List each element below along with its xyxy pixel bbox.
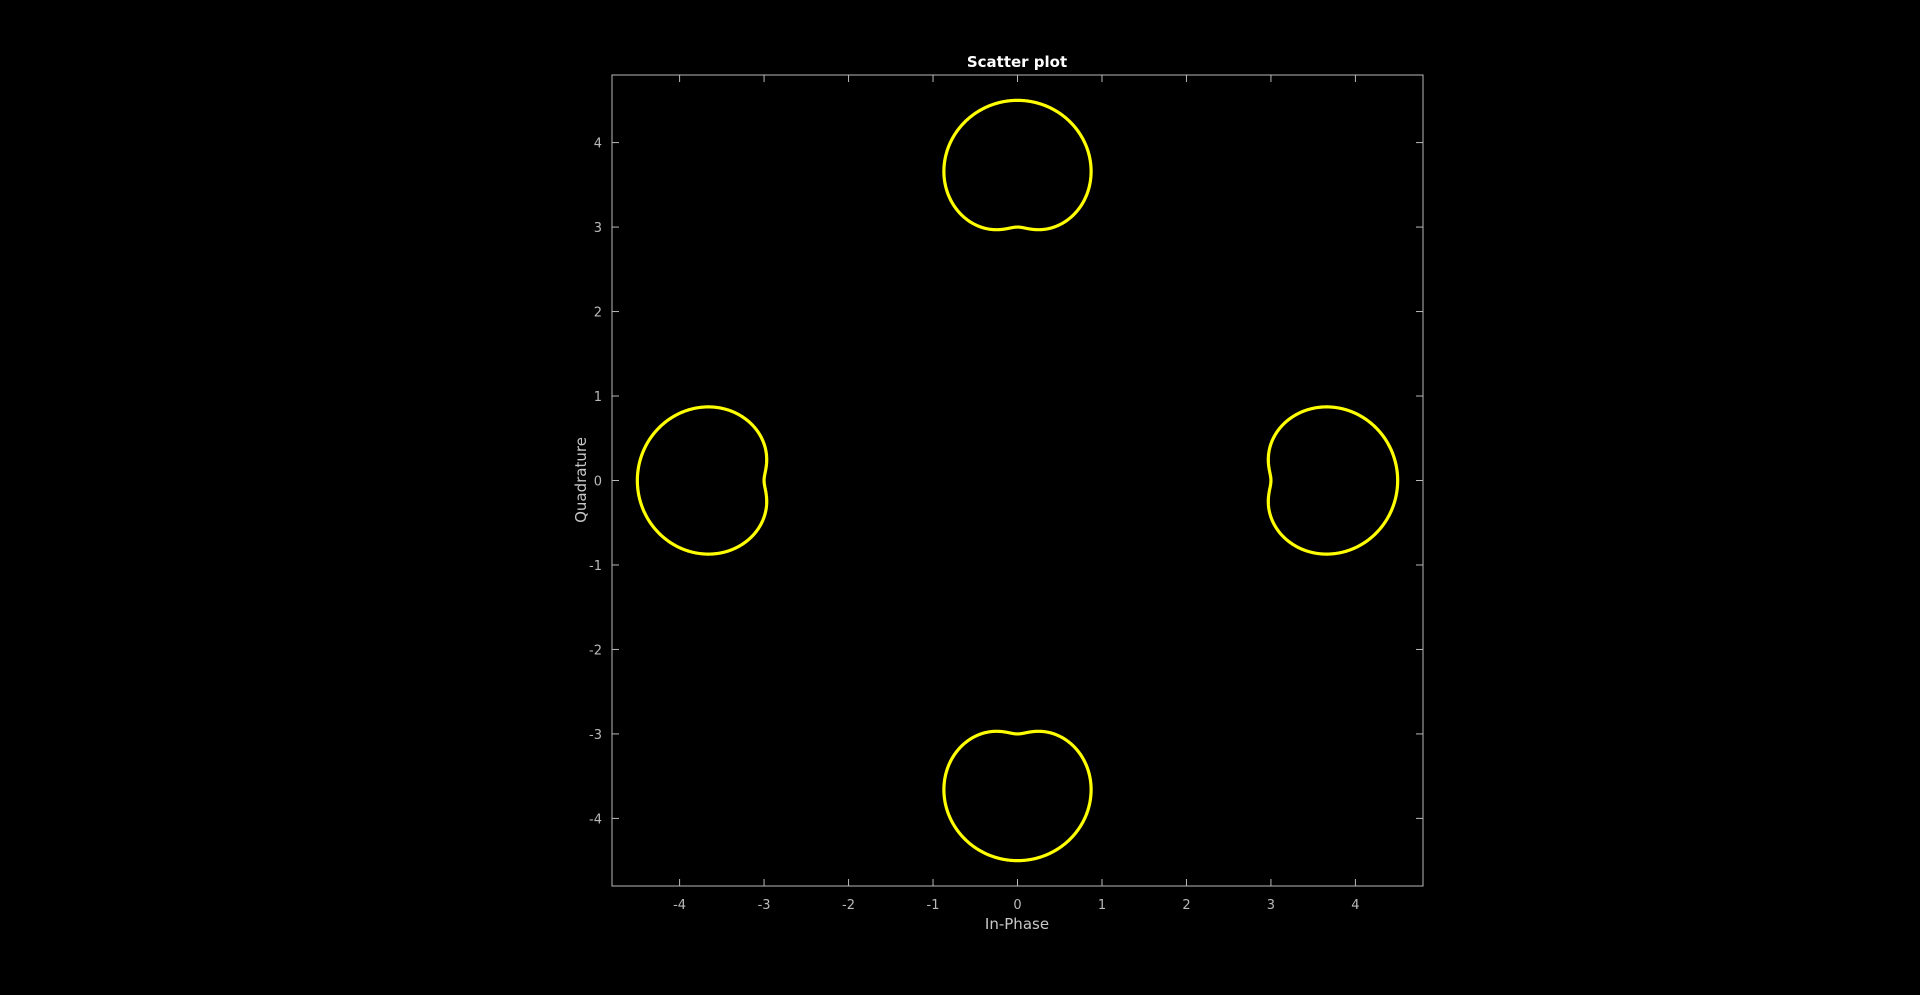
- x-tick-label: -3: [758, 898, 771, 913]
- x-tick-label: -1: [927, 898, 940, 913]
- y-tick-label: 3: [594, 221, 602, 236]
- x-tick-label: 3: [1267, 898, 1275, 913]
- x-tick-label: 1: [1098, 898, 1106, 913]
- y-tick-label: -3: [589, 728, 602, 743]
- x-tick-label: -4: [673, 898, 686, 913]
- x-tick-label: 2: [1182, 898, 1190, 913]
- y-tick-label: 4: [594, 137, 602, 152]
- x-axis-label: In-Phase: [985, 915, 1049, 933]
- y-axis-label: Quadrature: [572, 437, 590, 523]
- x-tick-label: 4: [1351, 898, 1359, 913]
- y-tick-label: -4: [589, 812, 602, 827]
- y-tick-label: -2: [589, 643, 602, 658]
- y-tick-label: 1: [594, 390, 602, 405]
- x-tick-label: 0: [1013, 898, 1021, 913]
- y-tick-label: 2: [594, 306, 602, 321]
- x-tick-label: -2: [842, 898, 855, 913]
- y-tick-label: -1: [589, 559, 602, 574]
- y-tick-label: 0: [594, 475, 602, 490]
- chart-title: Scatter plot: [967, 53, 1067, 71]
